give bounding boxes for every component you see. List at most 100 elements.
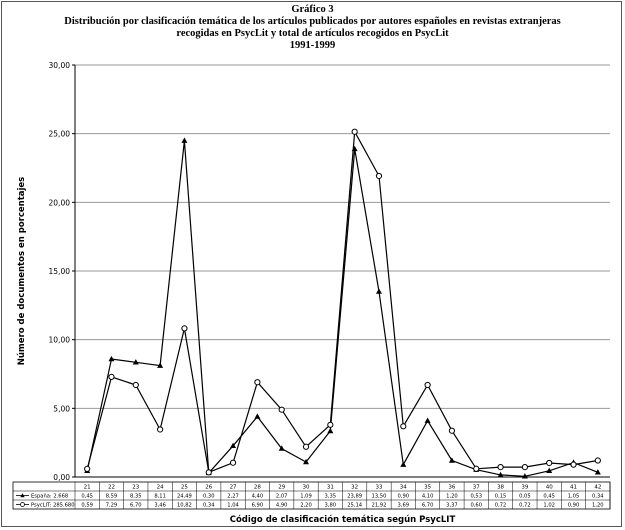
data-table-value: 4,90 <box>276 503 288 509</box>
data-table-value: 1,04 <box>227 503 239 509</box>
data-point-psyclit <box>181 325 188 332</box>
data-point-psyclit <box>84 465 91 472</box>
data-point-spain <box>497 471 504 478</box>
data-point-spain <box>327 427 334 434</box>
data-table-value: 0,45 <box>543 494 555 500</box>
data-table-value: 0,45 <box>81 494 93 500</box>
data-point-spain <box>424 417 431 423</box>
figure-titles: Gráfico 3 Distribución por clasificación… <box>0 4 625 52</box>
data-table-value: 0,90 <box>398 494 410 500</box>
data-table-value: 8,35 <box>130 494 142 500</box>
data-table-value: 0,90 <box>568 503 580 509</box>
data-point-psyclit <box>473 465 480 472</box>
data-point-psyclit <box>521 464 528 471</box>
data-point-spain <box>303 458 310 465</box>
data-table-value: 0,34 <box>592 494 604 500</box>
x-tick-label: 23 <box>132 485 139 491</box>
data-table-value: 0,59 <box>81 503 93 509</box>
data-table-value: 6,90 <box>252 503 264 509</box>
y-tick-label: 5,00 <box>53 404 70 413</box>
data-table-value: 0,72 <box>495 503 507 509</box>
x-tick-label: 27 <box>230 485 237 491</box>
data-point-psyclit <box>497 464 504 471</box>
data-point-spain <box>448 457 455 463</box>
data-point-psyclit <box>108 373 115 380</box>
y-tick-label: 20,00 <box>49 198 71 207</box>
data-point-spain <box>594 469 601 475</box>
x-tick-label: 33 <box>375 485 382 491</box>
data-table-value: 10,82 <box>177 503 192 509</box>
data-table-value: 0,15 <box>495 494 507 500</box>
data-table-value: 23,89 <box>347 494 362 500</box>
figure-title-line-3: 1991-1999 <box>289 40 336 51</box>
data-table-value: 2,07 <box>276 494 288 500</box>
data-point-spain <box>132 359 139 365</box>
legend-label: España: 2.668 <box>31 494 68 500</box>
x-tick-label: 41 <box>570 485 577 491</box>
x-tick-label: 35 <box>424 485 431 491</box>
data-point-psyclit <box>448 427 456 434</box>
data-table-value: 8,11 <box>154 494 166 500</box>
data-table-value: 1,09 <box>300 494 312 500</box>
series-line <box>86 129 598 474</box>
data-table-value: 0,30 <box>203 494 215 500</box>
x-tick-label: 29 <box>278 485 285 491</box>
data-table-value: 3,69 <box>398 503 410 509</box>
data-table-value: 3,46 <box>154 503 166 509</box>
x-tick-label: 39 <box>521 485 528 491</box>
data-table-value: 1,02 <box>543 503 555 509</box>
x-tick-label: 26 <box>205 485 212 491</box>
legend-label: PsycLIT: 285.680 <box>31 503 75 509</box>
data-table-value: 6,70 <box>422 503 434 509</box>
y-tick-label: 15,00 <box>49 267 71 276</box>
x-tick-label: 38 <box>497 485 504 491</box>
data-point-spain <box>230 442 237 449</box>
x-tick-label: 32 <box>351 485 358 491</box>
data-table-value: 2,20 <box>300 503 312 509</box>
data-table-value: 3,80 <box>325 503 337 509</box>
data-point-psyclit <box>132 381 139 389</box>
y-axis-title: Número de documentos en porcentajes <box>17 177 27 365</box>
data-table-value: 13,50 <box>372 494 387 500</box>
y-tick-label: 10,00 <box>49 336 71 345</box>
x-tick-label: 37 <box>473 485 480 491</box>
data-point-psyclit <box>424 381 431 389</box>
data-table-value: 2,27 <box>227 494 239 500</box>
data-table-value: 1,05 <box>568 494 580 500</box>
data-point-psyclit <box>375 172 383 180</box>
x-tick-label: 21 <box>84 485 91 491</box>
data-table-value: 4,10 <box>422 494 434 500</box>
data-point-psyclit <box>570 461 577 468</box>
data-point-spain <box>254 413 261 419</box>
figure-label: Gráfico 3 <box>291 4 334 15</box>
legend-marker-spain <box>20 493 25 498</box>
data-point-psyclit <box>302 443 310 450</box>
data-table-value: 0,72 <box>519 503 531 509</box>
data-table-value: 4,40 <box>252 494 264 500</box>
y-tick-label: 25,00 <box>49 130 71 139</box>
data-table-value: 21,92 <box>372 503 387 509</box>
x-tick-label: 40 <box>546 485 553 491</box>
y-tick-label: 30,00 <box>49 61 71 70</box>
x-tick-label: 28 <box>254 485 261 491</box>
data-table-value: 1,20 <box>592 503 604 509</box>
data-table-value: 24,49 <box>177 494 192 500</box>
legend-marker-psyclit <box>20 502 25 507</box>
data-table-value: 7,29 <box>106 503 118 509</box>
data-point-psyclit <box>229 459 237 466</box>
data-table-value: 6,70 <box>130 503 142 509</box>
x-tick-label: 30 <box>303 485 310 491</box>
figure-title-line-1: Distribución por clasificación temática … <box>64 16 561 27</box>
data-table-value: 0,53 <box>470 494 482 500</box>
x-tick-label: 36 <box>448 485 455 491</box>
x-tick-label: 42 <box>594 485 601 491</box>
data-point-psyclit <box>327 421 334 428</box>
data-point-psyclit <box>157 426 164 433</box>
data-table-value: 8,59 <box>106 494 118 500</box>
x-tick-label: 22 <box>108 485 115 491</box>
x-tick-label: 25 <box>181 485 188 491</box>
figure-title-line-2: recogidas en PsycLit y total de artículo… <box>176 28 449 39</box>
